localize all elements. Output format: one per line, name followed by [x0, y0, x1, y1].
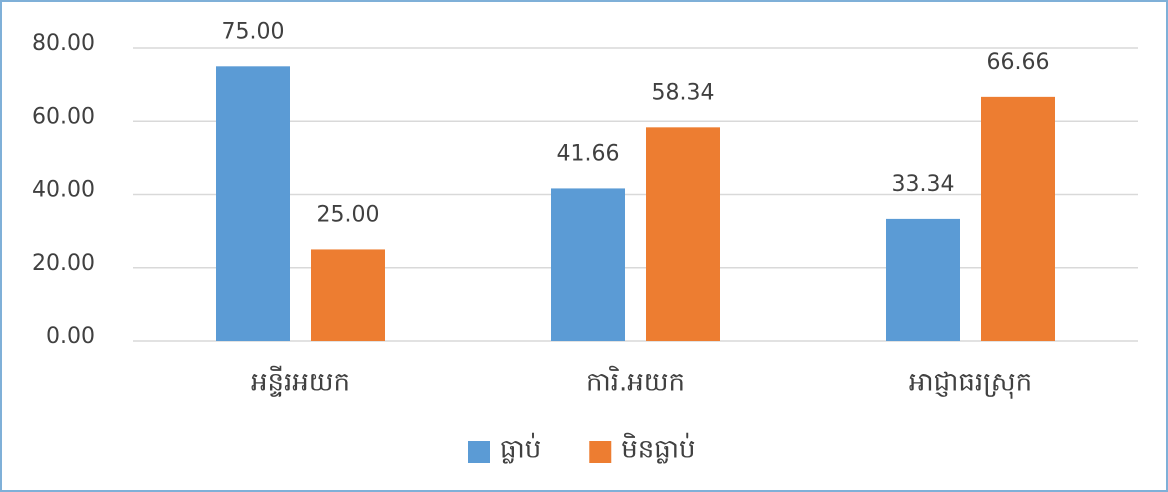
bar — [311, 249, 385, 341]
bar — [646, 127, 720, 342]
legend-swatch — [468, 441, 490, 463]
value-label: 75.00 — [222, 19, 285, 44]
y-tick-label: 20.00 — [32, 251, 95, 276]
y-tick-label: 80.00 — [32, 31, 95, 56]
bar — [216, 66, 290, 341]
y-tick-label: 0.00 — [46, 324, 95, 349]
bar — [981, 96, 1055, 341]
legend-label: មិនធ្លាប់ — [621, 433, 695, 465]
y-tick-label: 60.00 — [32, 104, 95, 129]
value-label: 58.34 — [652, 80, 715, 105]
value-label: 66.66 — [987, 50, 1050, 75]
bar — [551, 188, 625, 341]
legend-swatch — [589, 441, 612, 463]
value-label: 25.00 — [317, 202, 380, 227]
value-label: 33.34 — [892, 172, 955, 197]
x-tick-label: អាជ្ញាធរស្រុក — [909, 368, 1032, 400]
value-label: 41.66 — [557, 141, 620, 166]
legend-label: ធ្លាប់ — [500, 433, 541, 465]
y-tick-label: 40.00 — [32, 178, 95, 203]
bar — [886, 218, 960, 341]
x-tick-label: អន្ទីរអយក — [251, 366, 350, 398]
x-tick-label: ការិ.អយក — [586, 366, 685, 398]
